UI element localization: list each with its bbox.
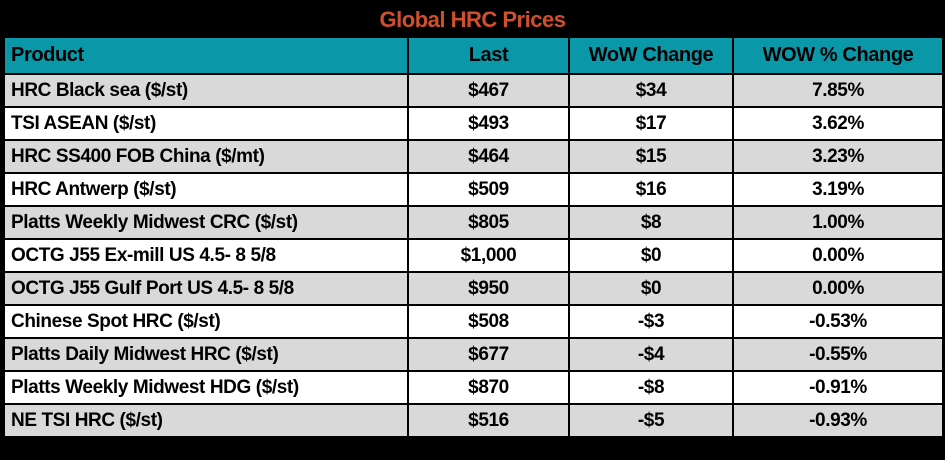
wow-change-cell: -$3 bbox=[568, 304, 734, 339]
last-cell: $870 bbox=[407, 370, 570, 405]
wow-change-cell: -$4 bbox=[568, 337, 734, 372]
wow-pct-change-cell: 7.85% bbox=[732, 73, 944, 108]
table-row: Platts Weekly Midwest HDG ($/st) $870 -$… bbox=[3, 370, 944, 405]
product-cell: Platts Daily Midwest HRC ($/st) bbox=[3, 337, 409, 372]
last-cell: $677 bbox=[407, 337, 570, 372]
last-cell: $1,000 bbox=[407, 238, 570, 273]
column-header-last: Last bbox=[407, 36, 570, 75]
table-title: Global HRC Prices bbox=[379, 6, 566, 32]
table-row: HRC Antwerp ($/st) $509 $16 3.19% bbox=[3, 172, 944, 207]
table-header-row: Product Last WoW Change WOW % Change bbox=[3, 36, 944, 75]
last-cell: $493 bbox=[407, 106, 570, 141]
wow-pct-change-cell: -0.91% bbox=[732, 370, 944, 405]
product-cell: Platts Weekly Midwest CRC ($/st) bbox=[3, 205, 409, 240]
product-cell: OCTG J55 Gulf Port US 4.5- 8 5/8 bbox=[3, 271, 409, 306]
wow-change-cell: $16 bbox=[568, 172, 734, 207]
wow-change-cell: $34 bbox=[568, 73, 734, 108]
product-cell: HRC Black sea ($/st) bbox=[3, 73, 409, 108]
column-header-wow-change: WoW Change bbox=[568, 36, 734, 75]
product-cell: OCTG J55 Ex-mill US 4.5- 8 5/8 bbox=[3, 238, 409, 273]
wow-change-cell: $0 bbox=[568, 271, 734, 306]
product-cell: HRC SS400 FOB China ($/mt) bbox=[3, 139, 409, 174]
last-cell: $950 bbox=[407, 271, 570, 306]
product-cell: TSI ASEAN ($/st) bbox=[3, 106, 409, 141]
table-row: NE TSI HRC ($/st) $516 -$5 -0.93% bbox=[3, 403, 944, 438]
table-row: OCTG J55 Gulf Port US 4.5- 8 5/8 $950 $0… bbox=[3, 271, 944, 306]
wow-pct-change-cell: 0.00% bbox=[732, 271, 944, 306]
wow-pct-change-cell: -0.53% bbox=[732, 304, 944, 339]
column-header-product: Product bbox=[3, 36, 409, 75]
last-cell: $464 bbox=[407, 139, 570, 174]
table-body: HRC Black sea ($/st) $467 $34 7.85% TSI … bbox=[3, 73, 944, 438]
table-row: Platts Weekly Midwest CRC ($/st) $805 $8… bbox=[3, 205, 944, 240]
table-row: TSI ASEAN ($/st) $493 $17 3.62% bbox=[3, 106, 944, 141]
last-cell: $509 bbox=[407, 172, 570, 207]
table-row: HRC SS400 FOB China ($/mt) $464 $15 3.23… bbox=[3, 139, 944, 174]
column-header-wow-pct-change: WOW % Change bbox=[732, 36, 944, 75]
table-row: Chinese Spot HRC ($/st) $508 -$3 -0.53% bbox=[3, 304, 944, 339]
last-cell: $508 bbox=[407, 304, 570, 339]
wow-pct-change-cell: -0.55% bbox=[732, 337, 944, 372]
price-table: Product Last WoW Change WOW % Change HRC… bbox=[3, 36, 944, 438]
wow-change-cell: $0 bbox=[568, 238, 734, 273]
wow-pct-change-cell: -0.93% bbox=[732, 403, 944, 438]
wow-change-cell: $17 bbox=[568, 106, 734, 141]
product-cell: Chinese Spot HRC ($/st) bbox=[3, 304, 409, 339]
table-row: HRC Black sea ($/st) $467 $34 7.85% bbox=[3, 73, 944, 108]
wow-change-cell: $8 bbox=[568, 205, 734, 240]
wow-pct-change-cell: 3.23% bbox=[732, 139, 944, 174]
wow-change-cell: -$5 bbox=[568, 403, 734, 438]
last-cell: $805 bbox=[407, 205, 570, 240]
wow-pct-change-cell: 3.19% bbox=[732, 172, 944, 207]
product-cell: NE TSI HRC ($/st) bbox=[3, 403, 409, 438]
wow-change-cell: -$8 bbox=[568, 370, 734, 405]
last-cell: $516 bbox=[407, 403, 570, 438]
table-title-bar: Global HRC Prices bbox=[3, 3, 942, 36]
wow-change-cell: $15 bbox=[568, 139, 734, 174]
wow-pct-change-cell: 1.00% bbox=[732, 205, 944, 240]
wow-pct-change-cell: 0.00% bbox=[732, 238, 944, 273]
last-cell: $467 bbox=[407, 73, 570, 108]
table-row: Platts Daily Midwest HRC ($/st) $677 -$4… bbox=[3, 337, 944, 372]
table-row: OCTG J55 Ex-mill US 4.5- 8 5/8 $1,000 $0… bbox=[3, 238, 944, 273]
wow-pct-change-cell: 3.62% bbox=[732, 106, 944, 141]
product-cell: HRC Antwerp ($/st) bbox=[3, 172, 409, 207]
product-cell: Platts Weekly Midwest HDG ($/st) bbox=[3, 370, 409, 405]
